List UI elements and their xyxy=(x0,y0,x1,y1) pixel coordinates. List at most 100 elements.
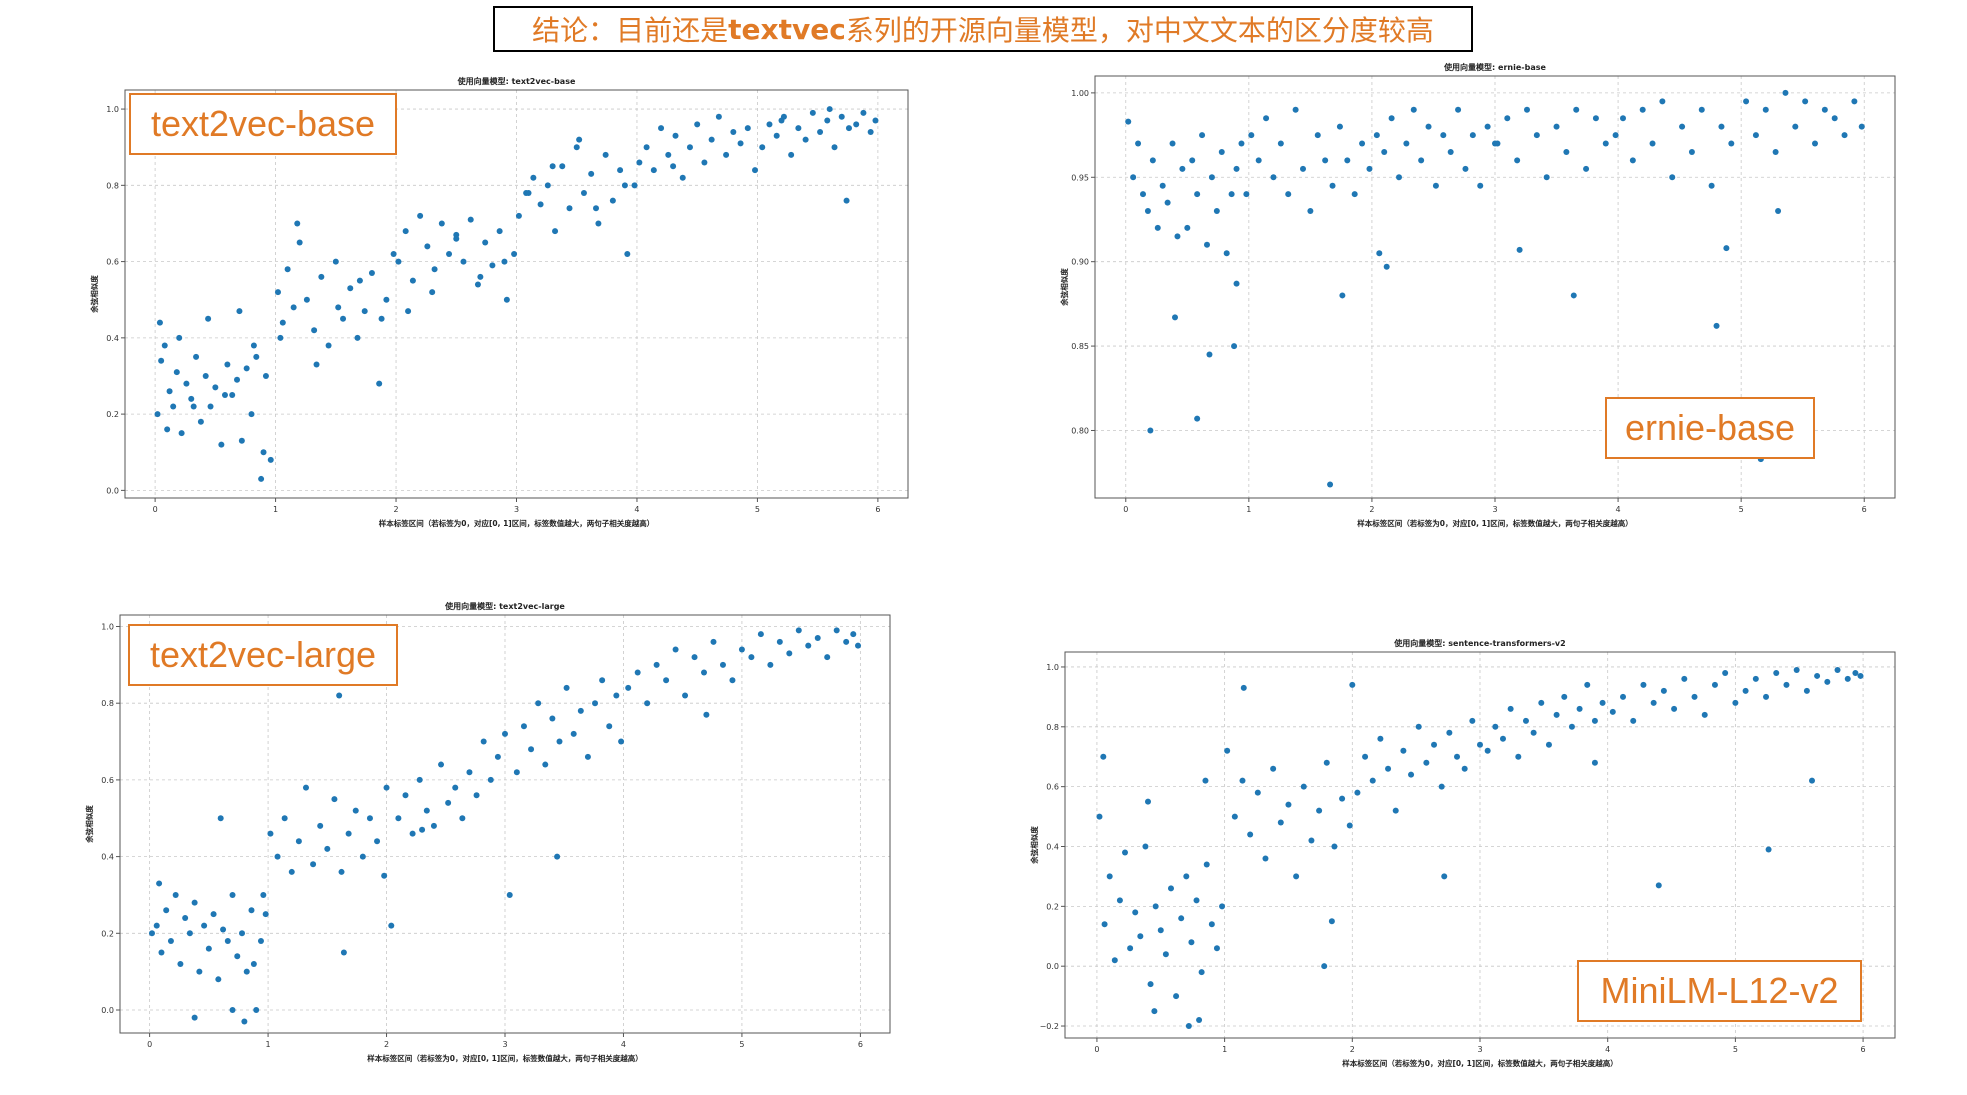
data-point xyxy=(850,631,857,638)
data-point xyxy=(1698,106,1705,113)
data-point xyxy=(710,638,717,645)
data-point xyxy=(1400,747,1407,754)
data-point xyxy=(1277,140,1284,147)
data-point xyxy=(679,174,686,181)
data-point xyxy=(672,132,679,139)
y-tick-label: 0.2 xyxy=(1046,902,1059,911)
data-point xyxy=(573,144,580,151)
data-point xyxy=(1522,717,1529,724)
data-point xyxy=(176,334,183,341)
data-point xyxy=(520,723,527,730)
data-point xyxy=(402,792,409,799)
data-point xyxy=(515,212,522,219)
data-point xyxy=(665,151,672,158)
data-point xyxy=(172,891,179,898)
data-point xyxy=(1602,140,1609,147)
data-point xyxy=(1194,415,1201,422)
x-tick-label: 6 xyxy=(1861,1045,1866,1054)
data-point xyxy=(566,205,573,212)
data-point xyxy=(156,880,163,887)
data-point xyxy=(480,738,487,745)
data-point xyxy=(602,151,609,158)
data-point xyxy=(234,953,241,960)
data-point xyxy=(1516,246,1523,253)
data-point xyxy=(1130,174,1137,181)
data-point xyxy=(1194,191,1201,198)
data-point xyxy=(1515,753,1522,760)
data-point xyxy=(1469,717,1476,724)
data-point xyxy=(506,891,513,898)
data-point xyxy=(1701,711,1708,718)
data-point xyxy=(1231,813,1238,820)
data-point xyxy=(324,845,331,852)
data-point xyxy=(1533,132,1540,139)
data-point xyxy=(1591,717,1598,724)
data-point xyxy=(313,361,320,368)
data-point xyxy=(549,163,556,170)
data-point xyxy=(1494,140,1501,147)
data-point xyxy=(1344,157,1351,164)
data-point xyxy=(1243,191,1250,198)
data-point xyxy=(1484,747,1491,754)
data-point xyxy=(1116,897,1123,904)
data-point xyxy=(1208,174,1215,181)
data-point xyxy=(388,922,395,929)
data-point xyxy=(513,769,520,776)
data-point xyxy=(1321,963,1328,970)
data-point xyxy=(381,872,388,879)
data-point xyxy=(332,258,339,265)
data-point xyxy=(1292,106,1299,113)
data-point xyxy=(295,838,302,845)
data-point xyxy=(1630,717,1637,724)
data-point xyxy=(1159,182,1166,189)
data-point xyxy=(163,907,170,914)
data-point xyxy=(535,700,542,707)
data-point xyxy=(409,830,416,837)
data-point xyxy=(1385,765,1392,772)
data-point xyxy=(1137,933,1144,940)
data-point xyxy=(201,922,208,929)
data-point xyxy=(786,650,793,657)
data-point xyxy=(872,117,879,124)
data-point xyxy=(1441,873,1448,880)
data-point xyxy=(257,937,264,944)
x-tick-label: 4 xyxy=(634,505,639,514)
data-point xyxy=(205,315,212,322)
conclusion-prefix: 结论：目前还是 xyxy=(532,14,729,47)
data-point xyxy=(416,776,423,783)
x-tick-label: 6 xyxy=(875,505,880,514)
data-point xyxy=(1293,873,1300,880)
data-point xyxy=(1316,807,1323,814)
data-point xyxy=(1492,723,1499,730)
data-point xyxy=(1300,165,1306,172)
data-point xyxy=(1111,957,1118,964)
data-point xyxy=(460,258,467,265)
y-tick-label: 0.8 xyxy=(106,181,119,190)
data-point xyxy=(1852,669,1859,676)
data-point xyxy=(215,976,222,983)
data-point xyxy=(631,182,638,189)
data-point xyxy=(1711,681,1718,688)
y-tick-label: 0.4 xyxy=(106,334,119,343)
data-point xyxy=(1584,681,1591,688)
data-point xyxy=(1162,951,1169,958)
data-point xyxy=(183,380,190,387)
data-point xyxy=(559,163,566,170)
chart-title: 使用向量模型: ernie-base xyxy=(1443,62,1546,72)
data-point xyxy=(1591,759,1598,766)
data-point xyxy=(356,277,363,284)
data-point xyxy=(1349,681,1356,688)
data-point xyxy=(277,334,284,341)
data-point xyxy=(1127,945,1134,952)
data-point xyxy=(1145,798,1151,805)
data-point xyxy=(845,125,852,132)
data-point xyxy=(588,170,595,177)
data-point xyxy=(340,949,347,956)
data-point xyxy=(703,711,710,718)
data-point xyxy=(1629,157,1636,164)
data-point xyxy=(528,746,535,753)
plot-frame xyxy=(1094,75,1896,499)
data-point xyxy=(1202,777,1209,784)
data-point xyxy=(267,830,274,837)
data-point xyxy=(1403,140,1410,147)
